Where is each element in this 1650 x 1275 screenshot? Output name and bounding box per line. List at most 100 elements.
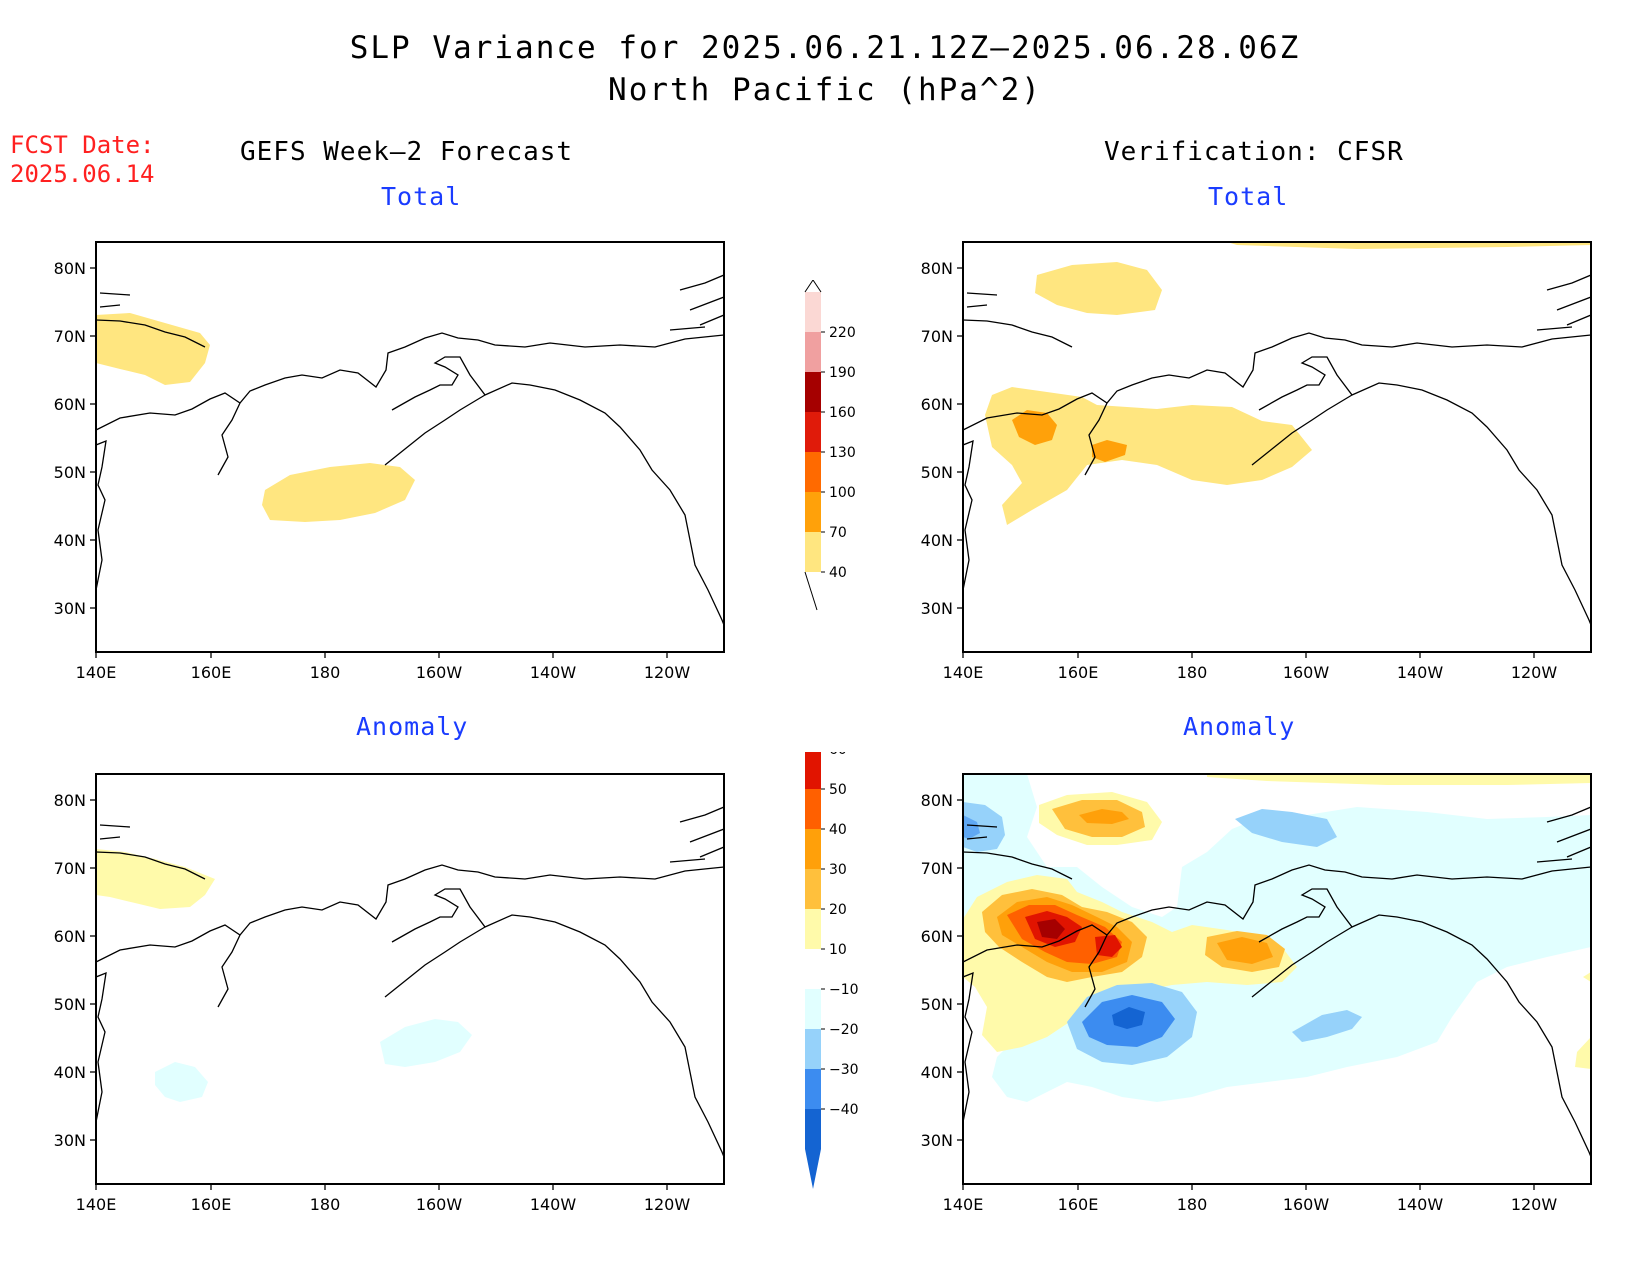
panel-title-cfsr-total: Total bbox=[1208, 182, 1289, 211]
lon-tick-label: 140E bbox=[943, 1195, 984, 1214]
lon-tick-label: 140E bbox=[76, 1195, 117, 1214]
colorbar-anomaly-box bbox=[805, 909, 821, 949]
colorbar-anomaly-label: 30 bbox=[829, 862, 847, 878]
lon-tick-label: 160E bbox=[1058, 1195, 1099, 1214]
contour-anomaly-10 bbox=[1207, 774, 1591, 785]
contour-anomaly-neg20 bbox=[1292, 1010, 1362, 1042]
lat-axis: 80N 70N 60N 50N 40N 30N bbox=[54, 791, 96, 1150]
lat-tick-label: 60N bbox=[54, 927, 86, 946]
lon-tick-label: 180 bbox=[310, 663, 341, 682]
colorbar-anomaly-bottom-arrow bbox=[805, 1109, 821, 1189]
left-column-title: GEFS Week–2 Forecast bbox=[240, 137, 574, 167]
lat-tick-label: 40N bbox=[921, 1063, 953, 1082]
coastlines bbox=[963, 274, 1591, 627]
colorbar-total-bottom-arrow bbox=[804, 571, 818, 611]
lon-axis: 140E 160E 180 160W 140W 120W bbox=[943, 1184, 1558, 1214]
contour-total-70 bbox=[1012, 410, 1057, 445]
contour-anomaly-neg10 bbox=[155, 1062, 208, 1102]
colorbar-anomaly-label: −20 bbox=[829, 1022, 859, 1038]
lat-tick-label: 40N bbox=[54, 1063, 86, 1082]
lat-tick-label: 80N bbox=[921, 259, 953, 278]
coastlines bbox=[96, 806, 724, 1159]
colorbar-anomaly-box bbox=[805, 989, 821, 1029]
lon-tick-label: 140W bbox=[530, 1195, 577, 1214]
lon-tick-label: 120W bbox=[644, 663, 691, 682]
coastlines bbox=[96, 274, 724, 627]
lon-tick-label: 180 bbox=[310, 1195, 341, 1214]
contour-anomaly-neg10 bbox=[380, 1019, 472, 1067]
colorbar-total-box bbox=[805, 332, 821, 372]
lat-tick-label: 70N bbox=[54, 327, 86, 346]
chart-title-line2: North Pacific (hPa^2) bbox=[608, 72, 1042, 108]
map-frame bbox=[95, 241, 725, 653]
colorbar-anomaly-label: 40 bbox=[829, 822, 847, 838]
contour-anomaly-30 bbox=[1079, 809, 1129, 824]
lat-tick-label: 80N bbox=[54, 259, 86, 278]
contour-anomaly-60 bbox=[1037, 919, 1065, 939]
colorbar-total-label: 130 bbox=[829, 445, 856, 461]
contour-anomaly-neg20 bbox=[963, 802, 1005, 852]
right-column-title: Verification: CFSR bbox=[1104, 137, 1404, 167]
contour-total-40 bbox=[96, 313, 210, 385]
colorbar-total-box bbox=[805, 412, 821, 452]
lon-tick-label: 180 bbox=[1177, 1195, 1208, 1214]
colorbar-anomaly-box bbox=[805, 1029, 821, 1069]
map-panel-cfsr-anomaly: 80N 70N 60N 50N 40N 30N 140E 160E 180 160W 140W 12… bbox=[921, 773, 1592, 1214]
lon-tick-label: 160W bbox=[1283, 663, 1330, 682]
lat-tick-label: 70N bbox=[921, 859, 953, 878]
lon-tick-label: 140W bbox=[1397, 1195, 1444, 1214]
colorbar-anomaly-label: 10 bbox=[829, 942, 847, 958]
colorbar-anomaly-box bbox=[805, 869, 821, 909]
colorbar-total: 40 70 100 130 160 190 220 bbox=[804, 280, 856, 611]
colorbar-total-label: 220 bbox=[829, 325, 856, 341]
contour-total-40 bbox=[262, 463, 415, 522]
colorbar-total-label: 190 bbox=[829, 365, 856, 381]
lat-tick-label: 70N bbox=[921, 327, 953, 346]
lon-tick-label: 140E bbox=[76, 663, 117, 682]
colorbar-total-box bbox=[805, 452, 821, 492]
colorbar-total-top-arrow bbox=[804, 280, 822, 293]
lon-tick-label: 160W bbox=[416, 1195, 463, 1214]
fcst-date: 2025.06.14 bbox=[10, 160, 155, 188]
colorbar-anomaly-label: −30 bbox=[829, 1062, 859, 1078]
lat-tick-label: 40N bbox=[921, 531, 953, 550]
lat-axis: 80N 70N 60N 50N 40N 30N bbox=[921, 791, 963, 1150]
lon-tick-label: 140E bbox=[943, 663, 984, 682]
lon-tick-label: 120W bbox=[1511, 1195, 1558, 1214]
colorbar-anomaly-box bbox=[805, 752, 821, 789]
lat-axis: 80N 70N 60N 50N 40N 30N bbox=[54, 259, 96, 618]
map-frame bbox=[95, 773, 725, 1185]
fcst-label: FCST Date: bbox=[10, 131, 155, 159]
lon-axis: 140E 160E 180 160W 140W 120W bbox=[76, 652, 691, 682]
lat-tick-label: 30N bbox=[54, 599, 86, 618]
contour-anomaly-50 bbox=[1095, 935, 1122, 957]
contour-anomaly-30 bbox=[1217, 937, 1273, 964]
colorbar-anomaly-label: −10 bbox=[829, 982, 859, 998]
lon-tick-label: 180 bbox=[1177, 663, 1208, 682]
colorbar-anomaly-box bbox=[805, 829, 821, 869]
lon-axis: 140E 160E 180 160W 140W 120W bbox=[76, 1184, 690, 1214]
contour-total-40 bbox=[1035, 262, 1162, 315]
panel-title-cfsr-anomaly: Anomaly bbox=[1183, 712, 1296, 741]
lat-tick-label: 60N bbox=[54, 395, 86, 414]
contour-total-40 bbox=[1227, 242, 1591, 249]
lon-tick-label: 160W bbox=[416, 663, 463, 682]
colorbar-total-box bbox=[805, 292, 821, 332]
contour-anomaly-neg30 bbox=[963, 815, 980, 839]
map-frame bbox=[962, 773, 1592, 1185]
lon-tick-label: 160W bbox=[1283, 1195, 1330, 1214]
colorbar-anomaly-box bbox=[805, 1069, 821, 1109]
contour-anomaly-neg40 bbox=[1112, 1007, 1145, 1029]
colorbar-anomaly-label: 50 bbox=[829, 782, 847, 798]
colorbar-total-box bbox=[805, 372, 821, 412]
lat-tick-label: 80N bbox=[921, 791, 953, 810]
panel-title-gefs-total: Total bbox=[381, 182, 462, 211]
colorbar-anomaly: −40 −30 −20 −10 10 20 30 40 50 60 bbox=[805, 752, 859, 1189]
colorbar-total-box bbox=[805, 492, 821, 532]
lat-axis: 80N 70N 60N 50N 40N 30N bbox=[921, 259, 963, 618]
lon-tick-label: 140W bbox=[1397, 663, 1444, 682]
lon-axis: 140E 160E 180 160W 140W 120W bbox=[943, 652, 1557, 682]
map-panel-gefs-total: 80N 70N 60N 50N 40N 30N 140E 160E 180 160W 140W 12… bbox=[54, 241, 725, 682]
coastlines bbox=[963, 806, 1591, 1159]
map-panel-cfsr-total: 80N 70N 60N 50N 40N 30N 140E 160E 180 160W 140W 12… bbox=[921, 241, 1592, 682]
